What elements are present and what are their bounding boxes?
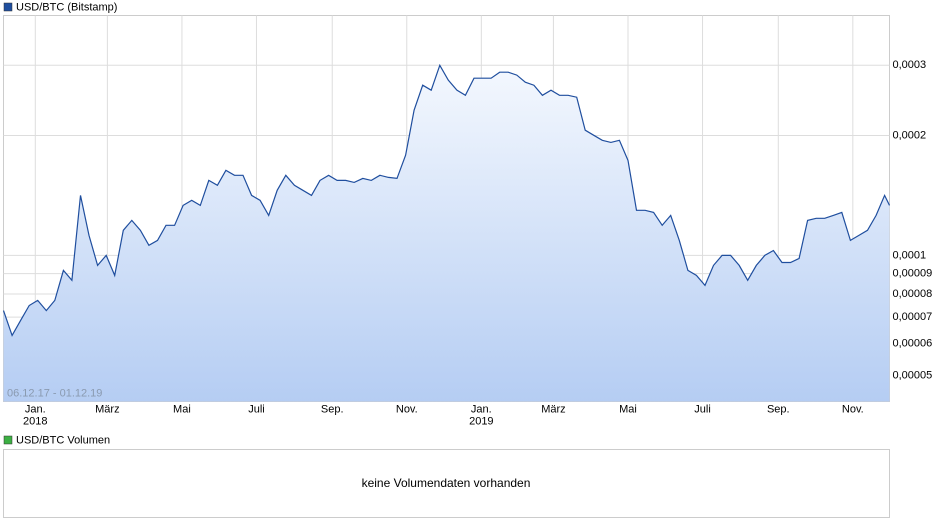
legend-label: USD/BTC Volumen: [16, 434, 110, 446]
legend-swatch: [3, 435, 13, 445]
x-tick-label: Mai: [173, 403, 191, 415]
y-tick-label: 0,00007: [893, 311, 933, 323]
x-tick-label: Jan.: [471, 403, 492, 415]
y-tick-label: 0,0001: [893, 249, 927, 261]
legend-swatch: [3, 2, 13, 12]
date-range: 06.12.17 - 01.12.19: [7, 387, 102, 399]
x-year-label: 2019: [469, 415, 493, 427]
x-tick-label: Nov.: [842, 403, 864, 415]
x-tick-label: März: [541, 403, 565, 415]
x-tick-label: Sep.: [767, 403, 790, 415]
legend-label: USD/BTC (Bitstamp): [16, 1, 117, 13]
x-tick-label: Juli: [694, 403, 711, 415]
x-tick-label: Nov.: [396, 403, 418, 415]
x-year-label: 2018: [23, 415, 47, 427]
volume-message: keine Volumendaten vorhanden: [362, 476, 531, 490]
x-tick-label: Sep.: [321, 403, 344, 415]
x-tick-label: März: [95, 403, 119, 415]
plot-area: 0,0003 0,0002 0,0001 0,00009 0,00008 0,00007 0…: [2, 15, 933, 427]
x-tick-label: Juli: [248, 403, 265, 415]
volume-frame: [3, 449, 890, 518]
x-tick-label: Jan.: [25, 403, 46, 415]
y-tick-label: 0,00006: [893, 338, 933, 350]
y-tick-label: 0,00005: [893, 369, 933, 381]
area-fill: [3, 65, 890, 402]
y-tick-label: 0,00009: [893, 268, 933, 280]
y-tick-label: 0,0003: [893, 59, 927, 71]
y-tick-label: 0,0002: [893, 129, 927, 141]
y-tick-label: 0,00008: [893, 288, 933, 300]
x-tick-label: Mai: [619, 403, 637, 415]
price-line: [2, 63, 891, 337]
